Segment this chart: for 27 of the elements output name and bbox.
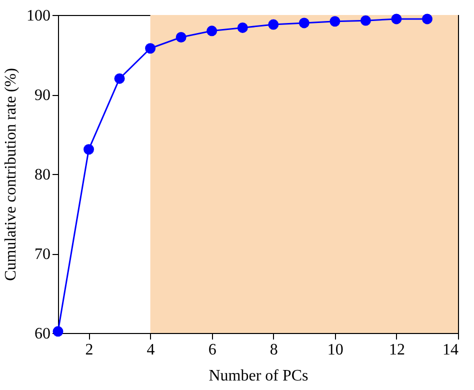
y-tick-label: 100: [26, 8, 50, 24]
point: [84, 144, 94, 155]
point: [330, 16, 340, 27]
point: [145, 43, 156, 54]
x-tick-label: 8: [270, 342, 278, 358]
point: [52, 326, 64, 337]
y-tick-label: 90: [34, 87, 50, 104]
x-tick-label: 2: [85, 342, 94, 358]
y-tick-label: 80: [34, 166, 50, 184]
point: [268, 19, 279, 30]
x-tick-label: 12: [388, 342, 405, 358]
point: [206, 26, 218, 36]
x-tick-label: 10: [327, 342, 344, 358]
y-tick-label: 70: [34, 246, 50, 263]
point: [360, 15, 371, 26]
point: [237, 22, 248, 33]
point: [298, 18, 310, 28]
point: [422, 14, 432, 24]
y-axis-title: Cumulative contribution rate (%): [2, 68, 20, 281]
point: [114, 73, 125, 84]
y-tick-label: 60: [34, 326, 50, 342]
x-tick-label: 6: [208, 342, 216, 358]
x-tick-label: 4: [146, 342, 155, 358]
point: [176, 32, 186, 42]
x-axis-title: Number of PCs: [208, 368, 308, 384]
point: [391, 14, 402, 24]
x-tick-label: 14: [442, 342, 458, 358]
